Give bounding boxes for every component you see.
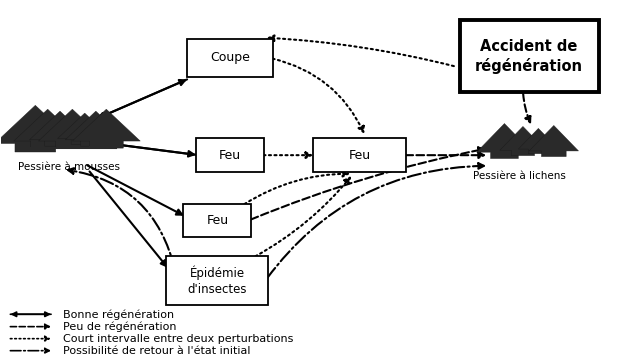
FancyBboxPatch shape	[187, 39, 273, 77]
Polygon shape	[38, 109, 106, 148]
Text: Court intervalle entre deux perturbations: Court intervalle entre deux perturbation…	[63, 334, 293, 344]
Polygon shape	[500, 126, 546, 156]
Polygon shape	[65, 111, 126, 146]
Polygon shape	[529, 125, 578, 156]
Text: Feu: Feu	[348, 149, 370, 162]
Text: Accident de
régénération: Accident de régénération	[475, 39, 583, 74]
Polygon shape	[14, 109, 82, 148]
FancyBboxPatch shape	[313, 139, 405, 172]
Text: Pessière à lichens: Pessière à lichens	[474, 171, 566, 181]
Text: Feu: Feu	[206, 214, 229, 227]
Polygon shape	[477, 124, 532, 159]
Polygon shape	[58, 113, 112, 144]
FancyBboxPatch shape	[184, 204, 251, 237]
FancyBboxPatch shape	[459, 20, 598, 92]
Polygon shape	[73, 109, 140, 148]
Text: Feu: Feu	[219, 149, 241, 162]
Text: Peu de régénération: Peu de régénération	[63, 321, 177, 332]
Text: Pessière à mousses: Pessière à mousses	[18, 162, 120, 172]
Polygon shape	[30, 111, 91, 146]
Text: Coupe: Coupe	[210, 52, 250, 64]
Polygon shape	[0, 105, 76, 152]
Polygon shape	[518, 129, 559, 154]
FancyBboxPatch shape	[196, 139, 264, 172]
Text: Épidémie
d'insectes: Épidémie d'insectes	[188, 265, 247, 296]
FancyBboxPatch shape	[167, 256, 268, 305]
Text: Possibilité de retour à l'état initial: Possibilité de retour à l'état initial	[63, 346, 250, 356]
Text: Bonne régénération: Bonne régénération	[63, 309, 174, 319]
